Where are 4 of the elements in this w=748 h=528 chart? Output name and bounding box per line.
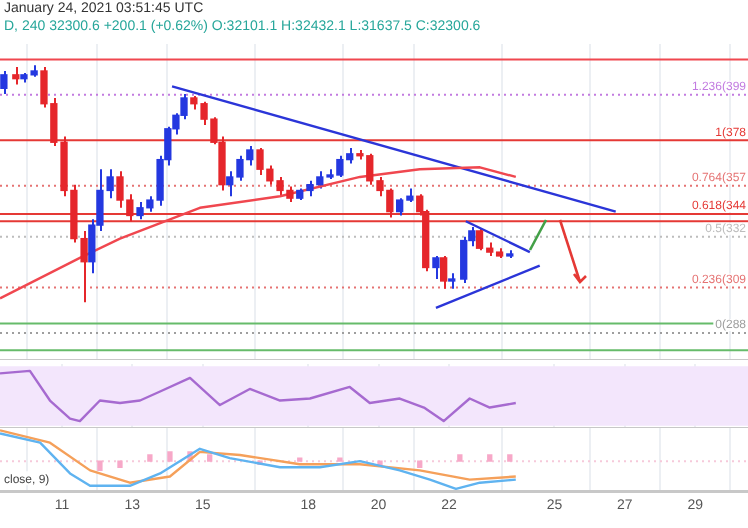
- candlestick: [460, 235, 468, 284]
- candlestick: [432, 254, 440, 281]
- candlestick: [440, 254, 448, 290]
- candlestick: [0, 69, 8, 96]
